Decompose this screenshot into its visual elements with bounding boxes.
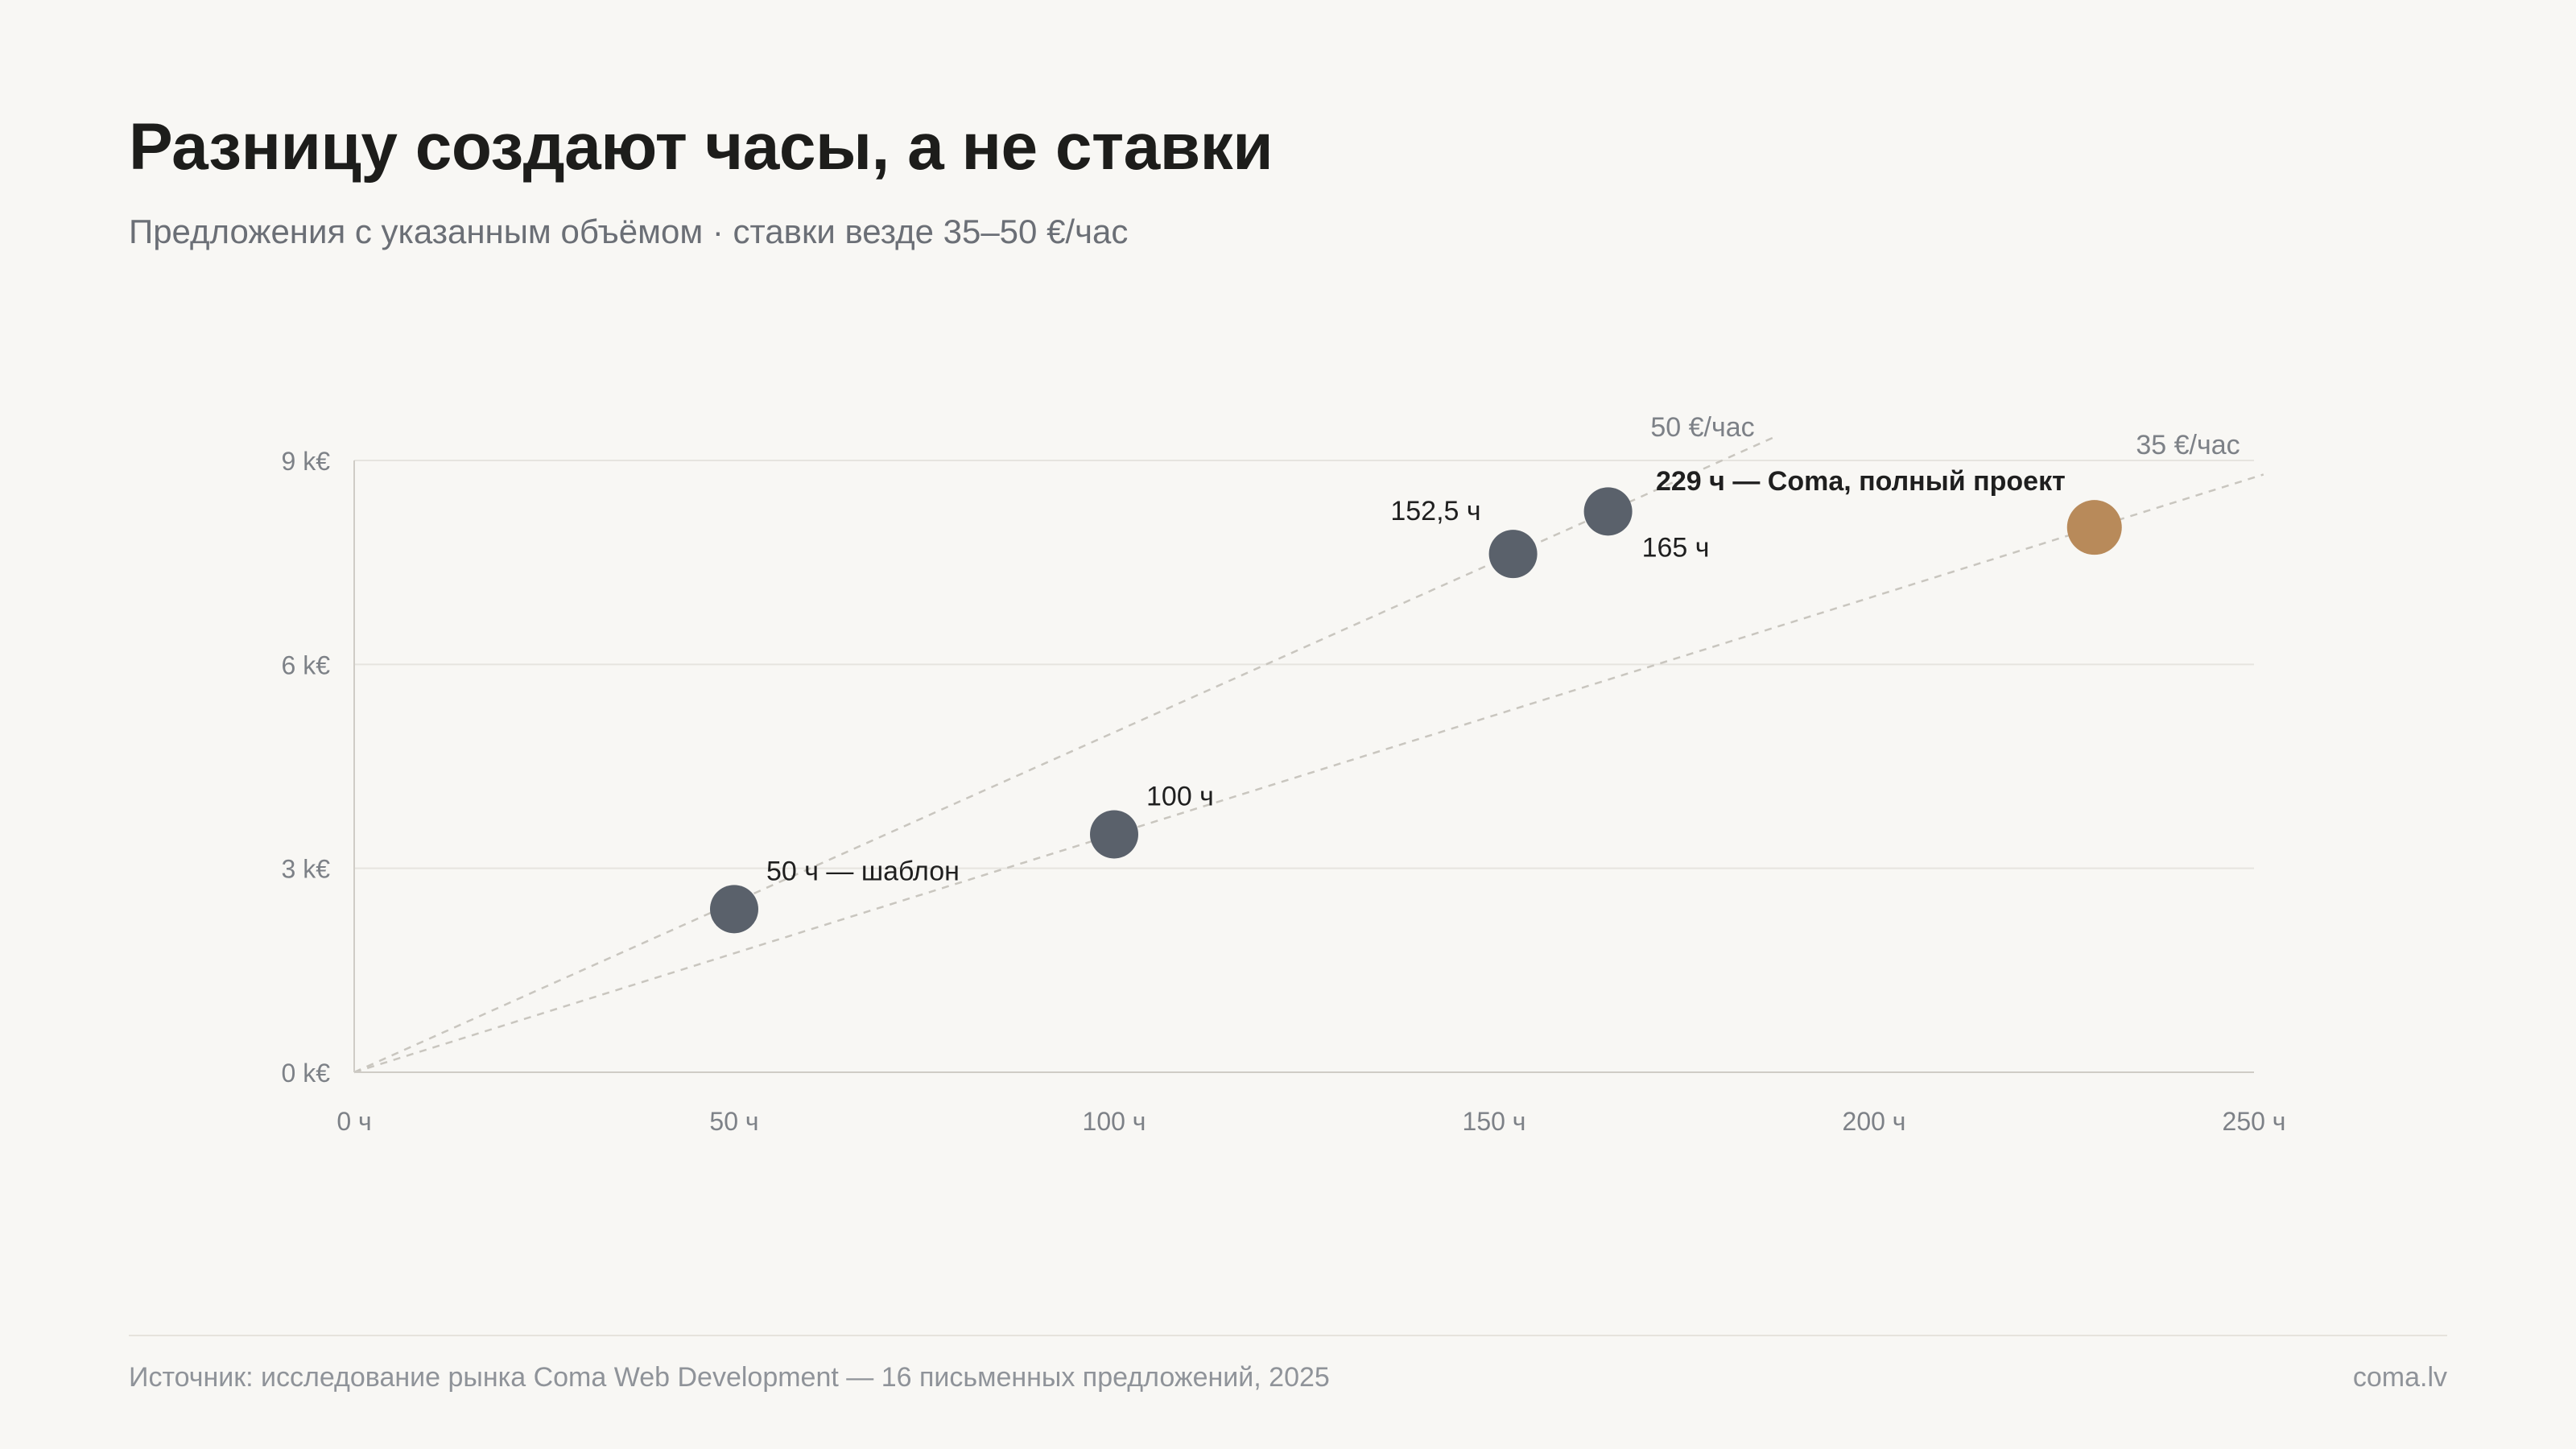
rate-line-35	[353, 473, 2264, 1074]
data-points	[710, 487, 2122, 934]
data-label: 165 ч	[1642, 532, 1710, 563]
x-tick-label: 200 ч	[1843, 1107, 1906, 1136]
x-tick-label: 250 ч	[2223, 1107, 2286, 1136]
source-note: Источник: исследование рынка Coma Web De…	[129, 1362, 1330, 1393]
x-tick-label: 50 ч	[709, 1107, 758, 1136]
y-tick-label: 6 k€	[282, 650, 331, 679]
rate-line-label: 35 €/час	[2136, 430, 2240, 460]
x-tick-label: 100 ч	[1083, 1107, 1146, 1136]
rate-line-label: 50 €/час	[1650, 412, 1754, 443]
data-label: 229 ч — Coma, полный проект	[1656, 466, 2066, 497]
data-point	[1583, 487, 1633, 536]
x-tick-label: 150 ч	[1463, 1107, 1526, 1136]
y-tick-label: 0 k€	[282, 1059, 331, 1088]
data-labels: 50 ч — шаблон 100 ч 152,5 ч 165 ч 229 ч — Co…	[766, 466, 2066, 886]
data-point	[710, 885, 758, 934]
chart-subtitle: Предложения с указанным объёмом · ставки…	[129, 213, 1129, 250]
data-point	[1488, 530, 1538, 579]
grid-lines	[354, 460, 2254, 869]
data-label: 50 ч — шаблон	[766, 856, 960, 886]
chart-title: Разницу создают часы, а не ставки	[129, 110, 1274, 184]
axes	[353, 460, 2254, 1073]
rate-line-50	[353, 435, 1777, 1074]
y-tick-label: 3 k€	[282, 855, 331, 884]
footer-divider	[129, 1335, 2447, 1336]
data-point	[1090, 810, 1138, 859]
x-tick-label: 0 ч	[336, 1107, 371, 1136]
site-link[interactable]: coma.lv	[2352, 1362, 2447, 1393]
data-label: 100 ч	[1146, 781, 1214, 811]
data-label: 152,5 ч	[1390, 496, 1480, 526]
y-tick-label: 9 k€	[282, 447, 331, 476]
highlight-point	[2066, 500, 2122, 555]
rate-reference-lines: 50 €/час 35 €/час	[353, 412, 2264, 1074]
tick-labels: 0 k€ 3 k€ 6 k€ 9 k€ 0 ч 50 ч 100 ч 150 ч 200 ч 25…	[282, 447, 2286, 1136]
